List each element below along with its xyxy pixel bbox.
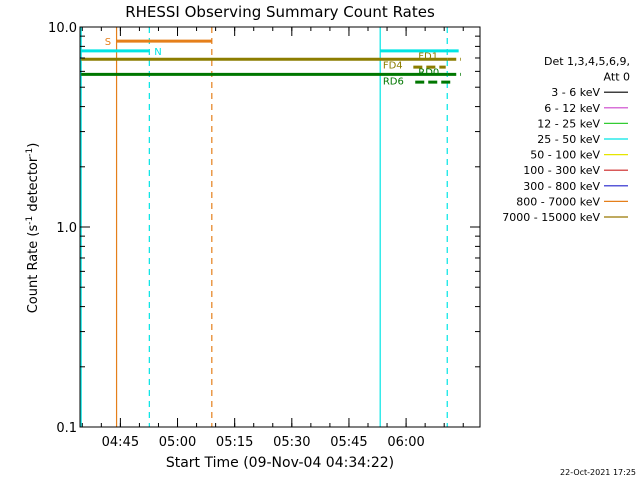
y-tick-label: 0.1 (56, 421, 77, 436)
y-tick-label: 10.0 (48, 21, 77, 36)
y-axis-label-sup2: -1 (25, 148, 35, 157)
plot-lines (80, 27, 461, 427)
legend-label: 7000 - 15000 keV (502, 211, 600, 224)
y-axis-label: Count Rate (s-1 detector-1) (25, 143, 41, 314)
legend-label: 100 - 300 keV (523, 164, 600, 177)
footer-timestamp: 22-Oct-2021 17:25 (560, 468, 636, 477)
legend-header-line: Att 0 (604, 71, 630, 84)
chart-title: RHESSI Observing Summary Count Rates (125, 3, 435, 21)
x-tick-label: 05:15 (216, 435, 253, 450)
legend-label: 12 - 25 keV (537, 117, 600, 130)
y-axis-label-a: Count Rate (s (26, 225, 41, 314)
y-tick-label: 1.0 (56, 221, 77, 236)
legend-label: 300 - 800 keV (523, 180, 600, 193)
plot-frame (79, 26, 481, 428)
tick-labels: S N FD1 FD4 RD0 RD6 04:45 05:00 05:15 05:30 05:45 0… (48, 21, 439, 450)
legend: Det 1,3,4,5,6,9, Att 0 3 - 6 keV 6 - 12 keV… (502, 55, 630, 224)
y-axis-label-b: detector (26, 156, 41, 216)
x-axis-label: Start Time (09-Nov-04 04:34:22) (166, 455, 394, 471)
x-tick-label: 05:00 (159, 435, 196, 450)
y-axis-label-c: ) (26, 143, 41, 148)
legend-label: 6 - 12 keV (544, 102, 600, 115)
flag-label-1: N (154, 47, 161, 58)
x-tick-label: 04:45 (102, 435, 139, 450)
legend-label: 3 - 6 keV (551, 86, 600, 99)
legend-header-line: Det 1,3,4,5,6,9, (544, 55, 630, 68)
x-tick-label: 05:45 (330, 435, 367, 450)
y-axis-label-sup1: -1 (25, 216, 35, 225)
flag-label-2: FD1 (418, 52, 438, 63)
x-tick-label: 05:30 (273, 435, 310, 450)
legend-label: 50 - 100 keV (530, 149, 600, 162)
flag-label-3: FD4 (383, 60, 403, 71)
flag-label-4: RD0 (418, 67, 439, 78)
legend-label: 25 - 50 keV (537, 133, 600, 146)
plot-axes (79, 26, 481, 428)
flag-label-5: RD6 (383, 77, 404, 88)
x-tick-label: 06:00 (387, 435, 424, 450)
flag-label-0: S (105, 37, 111, 48)
legend-label: 800 - 7000 keV (516, 195, 600, 208)
